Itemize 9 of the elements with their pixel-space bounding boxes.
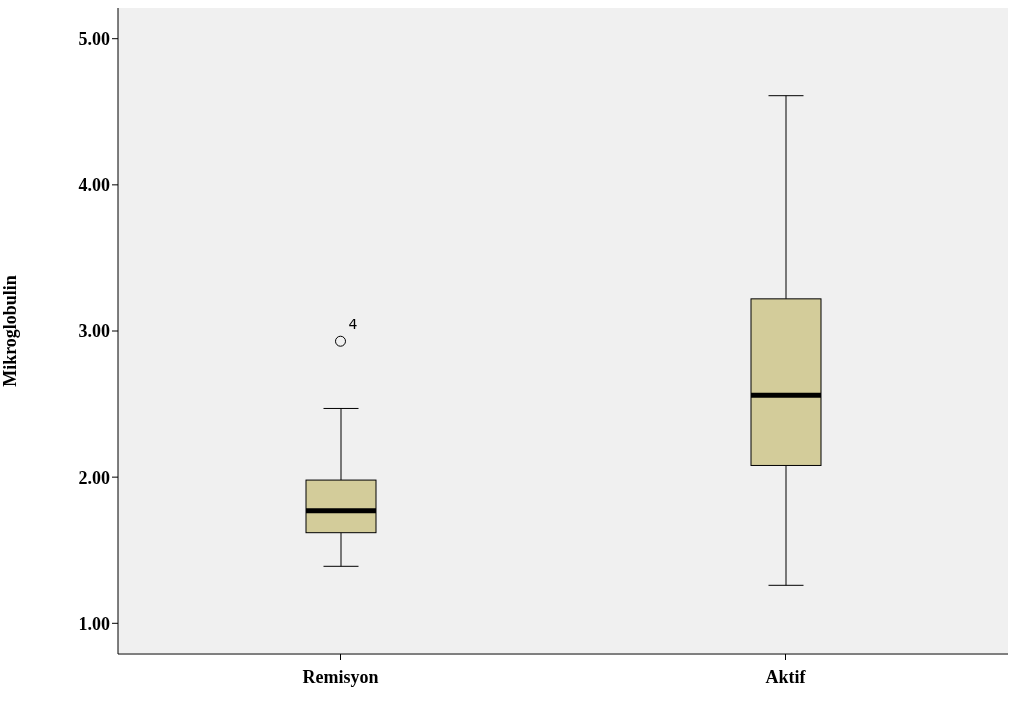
y-tick-label: 2.00 — [78, 467, 110, 488]
x-tick-label: Aktif — [765, 666, 807, 687]
y-tick-label: 3.00 — [78, 321, 110, 342]
y-tick-label: 5.00 — [78, 29, 110, 50]
x-tick-label: Remisyon — [302, 666, 379, 687]
y-tick-label: 4.00 — [78, 175, 110, 196]
y-axis-title: Mikroglobulin — [0, 275, 21, 387]
annotation: 4 — [348, 316, 358, 333]
y-tick-label: 1.00 — [78, 613, 110, 634]
